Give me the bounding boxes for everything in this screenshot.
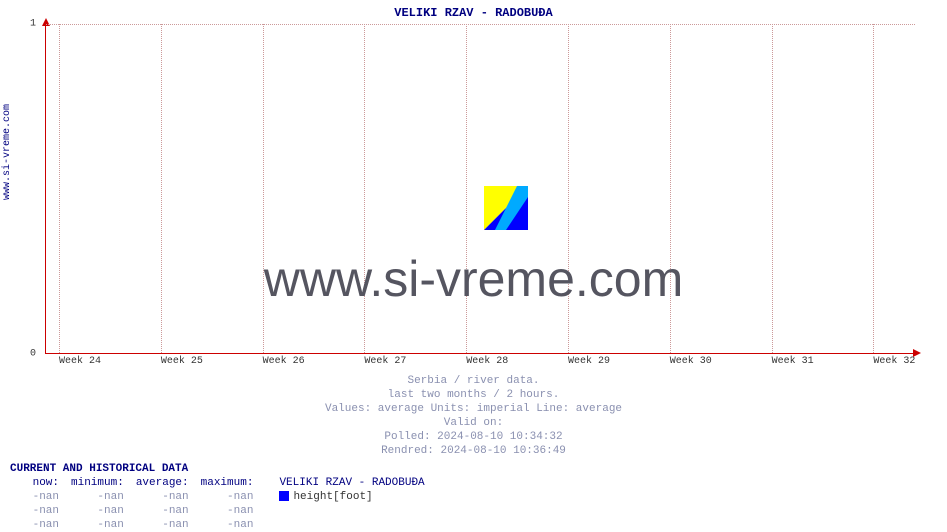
x-tick-label: Week 25 [161, 356, 203, 367]
chart-metadata: Serbia / river data. last two months / 2… [0, 374, 947, 458]
gridline-v [670, 24, 671, 353]
cell: -nan [10, 518, 65, 532]
series-title: VELIKI RZAV - RADOBUĐA [273, 476, 430, 490]
table-header-row: now: minimum: average: maximum: VELIKI R… [10, 476, 431, 490]
meta-line: Serbia / river data. [0, 374, 947, 388]
series-legend: height[foot] [273, 490, 430, 504]
meta-line: last two months / 2 hours. [0, 388, 947, 402]
x-tick-label: Week 26 [263, 356, 305, 367]
y-tick-label: 0 [30, 349, 36, 360]
meta-line: Polled: 2024-08-10 10:34:32 [0, 430, 947, 444]
cell: -nan [65, 504, 130, 518]
cell: -nan [65, 490, 130, 504]
meta-line: Values: average Units: imperial Line: av… [0, 402, 947, 416]
column-header: maximum: [195, 476, 260, 490]
cell: -nan [195, 518, 260, 532]
cell: -nan [130, 518, 195, 532]
x-tick-label: Week 31 [772, 356, 814, 367]
gridline-v [161, 24, 162, 353]
column-header: now: [10, 476, 65, 490]
gridline-v [59, 24, 60, 353]
gridline-h [46, 24, 915, 25]
gridline-v [873, 24, 874, 353]
y-axis-label-vertical: www.si-vreme.com [2, 104, 13, 200]
cell: -nan [130, 490, 195, 504]
cell: -nan [130, 504, 195, 518]
table-row: -nan -nan -nan -nan [10, 504, 431, 518]
chart-plot-area: 01Week 24Week 25Week 26Week 27Week 28Wee… [45, 24, 915, 354]
gridline-v [772, 24, 773, 353]
y-tick-label: 1 [30, 19, 36, 30]
x-tick-label: Week 29 [568, 356, 610, 367]
x-tick-label: Week 28 [466, 356, 508, 367]
x-tick-label: Week 24 [59, 356, 101, 367]
cell: -nan [10, 490, 65, 504]
gridline-v [364, 24, 365, 353]
data-table-header: CURRENT AND HISTORICAL DATA [10, 462, 431, 476]
gridline-v [466, 24, 467, 353]
column-header: average: [130, 476, 195, 490]
meta-line: Rendred: 2024-08-10 10:36:49 [0, 444, 947, 458]
column-header: minimum: [65, 476, 130, 490]
table-row: -nan -nan -nan -nan height[foot] [10, 490, 431, 504]
table-row: -nan -nan -nan -nan [10, 518, 431, 532]
legend-swatch-icon [279, 491, 289, 501]
cell: -nan [65, 518, 130, 532]
gridline-v [568, 24, 569, 353]
cell: -nan [195, 490, 260, 504]
cell: -nan [10, 504, 65, 518]
x-tick-label: Week 30 [670, 356, 712, 367]
cell: -nan [195, 504, 260, 518]
gridline-v [263, 24, 264, 353]
chart-title: VELIKI RZAV - RADOBUĐA [0, 6, 947, 20]
x-tick-label: Week 32 [873, 356, 915, 367]
x-tick-label: Week 27 [364, 356, 406, 367]
meta-line: Valid on: [0, 416, 947, 430]
